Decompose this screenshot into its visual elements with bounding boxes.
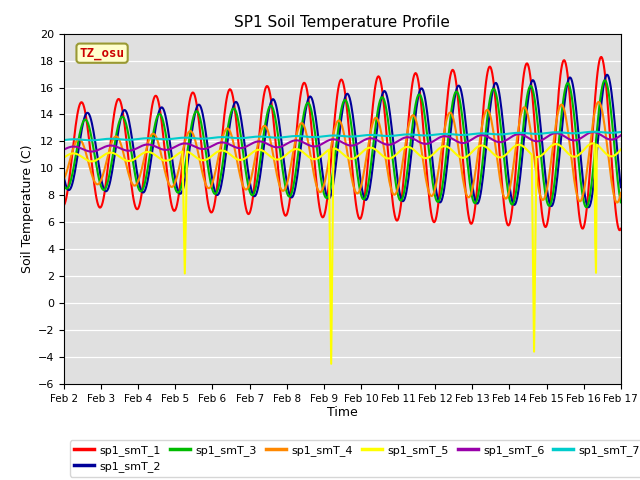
- Line: sp1_smT_4: sp1_smT_4: [64, 102, 621, 203]
- Y-axis label: Soil Temperature (C): Soil Temperature (C): [20, 144, 34, 273]
- sp1_smT_4: [595, 99, 602, 105]
- sp1_smT_1: [410, 72, 418, 78]
- sp1_smT_1: [214, 181, 221, 187]
- sp1_smT_7: [590, 129, 598, 134]
- sp1_smT_3: [184, 145, 192, 151]
- sp1_smT_6: [214, 140, 222, 146]
- Line: sp1_smT_1: sp1_smT_1: [64, 57, 621, 230]
- sp1_smT_2: [184, 158, 192, 164]
- sp1_smT_5: [214, 149, 221, 155]
- sp1_smT_7: [70, 136, 78, 142]
- sp1_smT_1: [616, 228, 624, 233]
- sp1_smT_1: [617, 226, 625, 232]
- sp1_smT_6: [411, 137, 419, 143]
- Line: sp1_smT_5: sp1_smT_5: [64, 144, 621, 364]
- sp1_smT_4: [214, 159, 221, 165]
- sp1_smT_3: [410, 111, 418, 117]
- Line: sp1_smT_3: sp1_smT_3: [64, 80, 621, 207]
- sp1_smT_1: [70, 135, 78, 141]
- sp1_smT_1: [127, 182, 135, 188]
- sp1_smT_7: [128, 137, 136, 143]
- sp1_smT_5: [411, 148, 419, 154]
- sp1_smT_2: [410, 125, 418, 131]
- Title: SP1 Soil Temperature Profile: SP1 Soil Temperature Profile: [234, 15, 451, 30]
- sp1_smT_5: [127, 158, 135, 164]
- Text: TZ_osu: TZ_osu: [79, 47, 125, 60]
- sp1_smT_2: [617, 184, 625, 190]
- sp1_smT_6: [428, 140, 435, 145]
- sp1_smT_6: [60, 146, 68, 152]
- sp1_smT_2: [60, 175, 68, 181]
- Line: sp1_smT_7: sp1_smT_7: [64, 132, 621, 140]
- sp1_smT_3: [582, 204, 590, 210]
- sp1_smT_5: [327, 361, 335, 367]
- sp1_smT_5: [617, 146, 625, 152]
- sp1_smT_4: [613, 200, 621, 205]
- sp1_smT_1: [60, 202, 68, 208]
- sp1_smT_5: [70, 151, 78, 156]
- Legend: sp1_smT_1, sp1_smT_2, sp1_smT_3, sp1_smT_4, sp1_smT_5, sp1_smT_6, sp1_smT_7: sp1_smT_1, sp1_smT_2, sp1_smT_3, sp1_smT…: [70, 440, 640, 477]
- sp1_smT_4: [410, 113, 418, 119]
- X-axis label: Time: Time: [327, 407, 358, 420]
- sp1_smT_3: [60, 182, 68, 188]
- Line: sp1_smT_6: sp1_smT_6: [64, 132, 621, 152]
- sp1_smT_6: [589, 129, 596, 135]
- sp1_smT_3: [617, 199, 625, 205]
- sp1_smT_2: [426, 138, 434, 144]
- sp1_smT_5: [589, 141, 596, 146]
- sp1_smT_7: [617, 129, 625, 135]
- sp1_smT_7: [87, 137, 95, 143]
- sp1_smT_7: [411, 132, 419, 138]
- sp1_smT_2: [584, 204, 592, 210]
- sp1_smT_5: [428, 153, 435, 159]
- sp1_smT_3: [127, 149, 135, 155]
- sp1_smT_4: [184, 131, 192, 136]
- sp1_smT_4: [60, 176, 68, 182]
- sp1_smT_4: [426, 192, 434, 198]
- sp1_smT_6: [88, 149, 96, 155]
- sp1_smT_6: [185, 141, 193, 147]
- sp1_smT_7: [185, 135, 193, 141]
- sp1_smT_3: [70, 162, 78, 168]
- sp1_smT_1: [598, 54, 605, 60]
- sp1_smT_3: [214, 188, 221, 194]
- sp1_smT_3: [601, 77, 609, 83]
- sp1_smT_4: [617, 190, 625, 196]
- sp1_smT_7: [60, 137, 68, 143]
- sp1_smT_1: [184, 109, 192, 115]
- sp1_smT_3: [426, 161, 434, 167]
- sp1_smT_7: [428, 132, 435, 138]
- sp1_smT_1: [426, 204, 434, 210]
- sp1_smT_7: [214, 134, 222, 140]
- sp1_smT_4: [127, 179, 135, 185]
- sp1_smT_6: [128, 147, 136, 153]
- sp1_smT_5: [60, 155, 68, 160]
- sp1_smT_2: [70, 173, 78, 179]
- sp1_smT_4: [70, 144, 78, 149]
- sp1_smT_6: [70, 144, 78, 149]
- Line: sp1_smT_2: sp1_smT_2: [64, 75, 621, 207]
- sp1_smT_6: [617, 132, 625, 138]
- sp1_smT_5: [184, 149, 192, 155]
- sp1_smT_2: [127, 132, 135, 137]
- sp1_smT_2: [603, 72, 611, 78]
- sp1_smT_2: [214, 192, 221, 198]
